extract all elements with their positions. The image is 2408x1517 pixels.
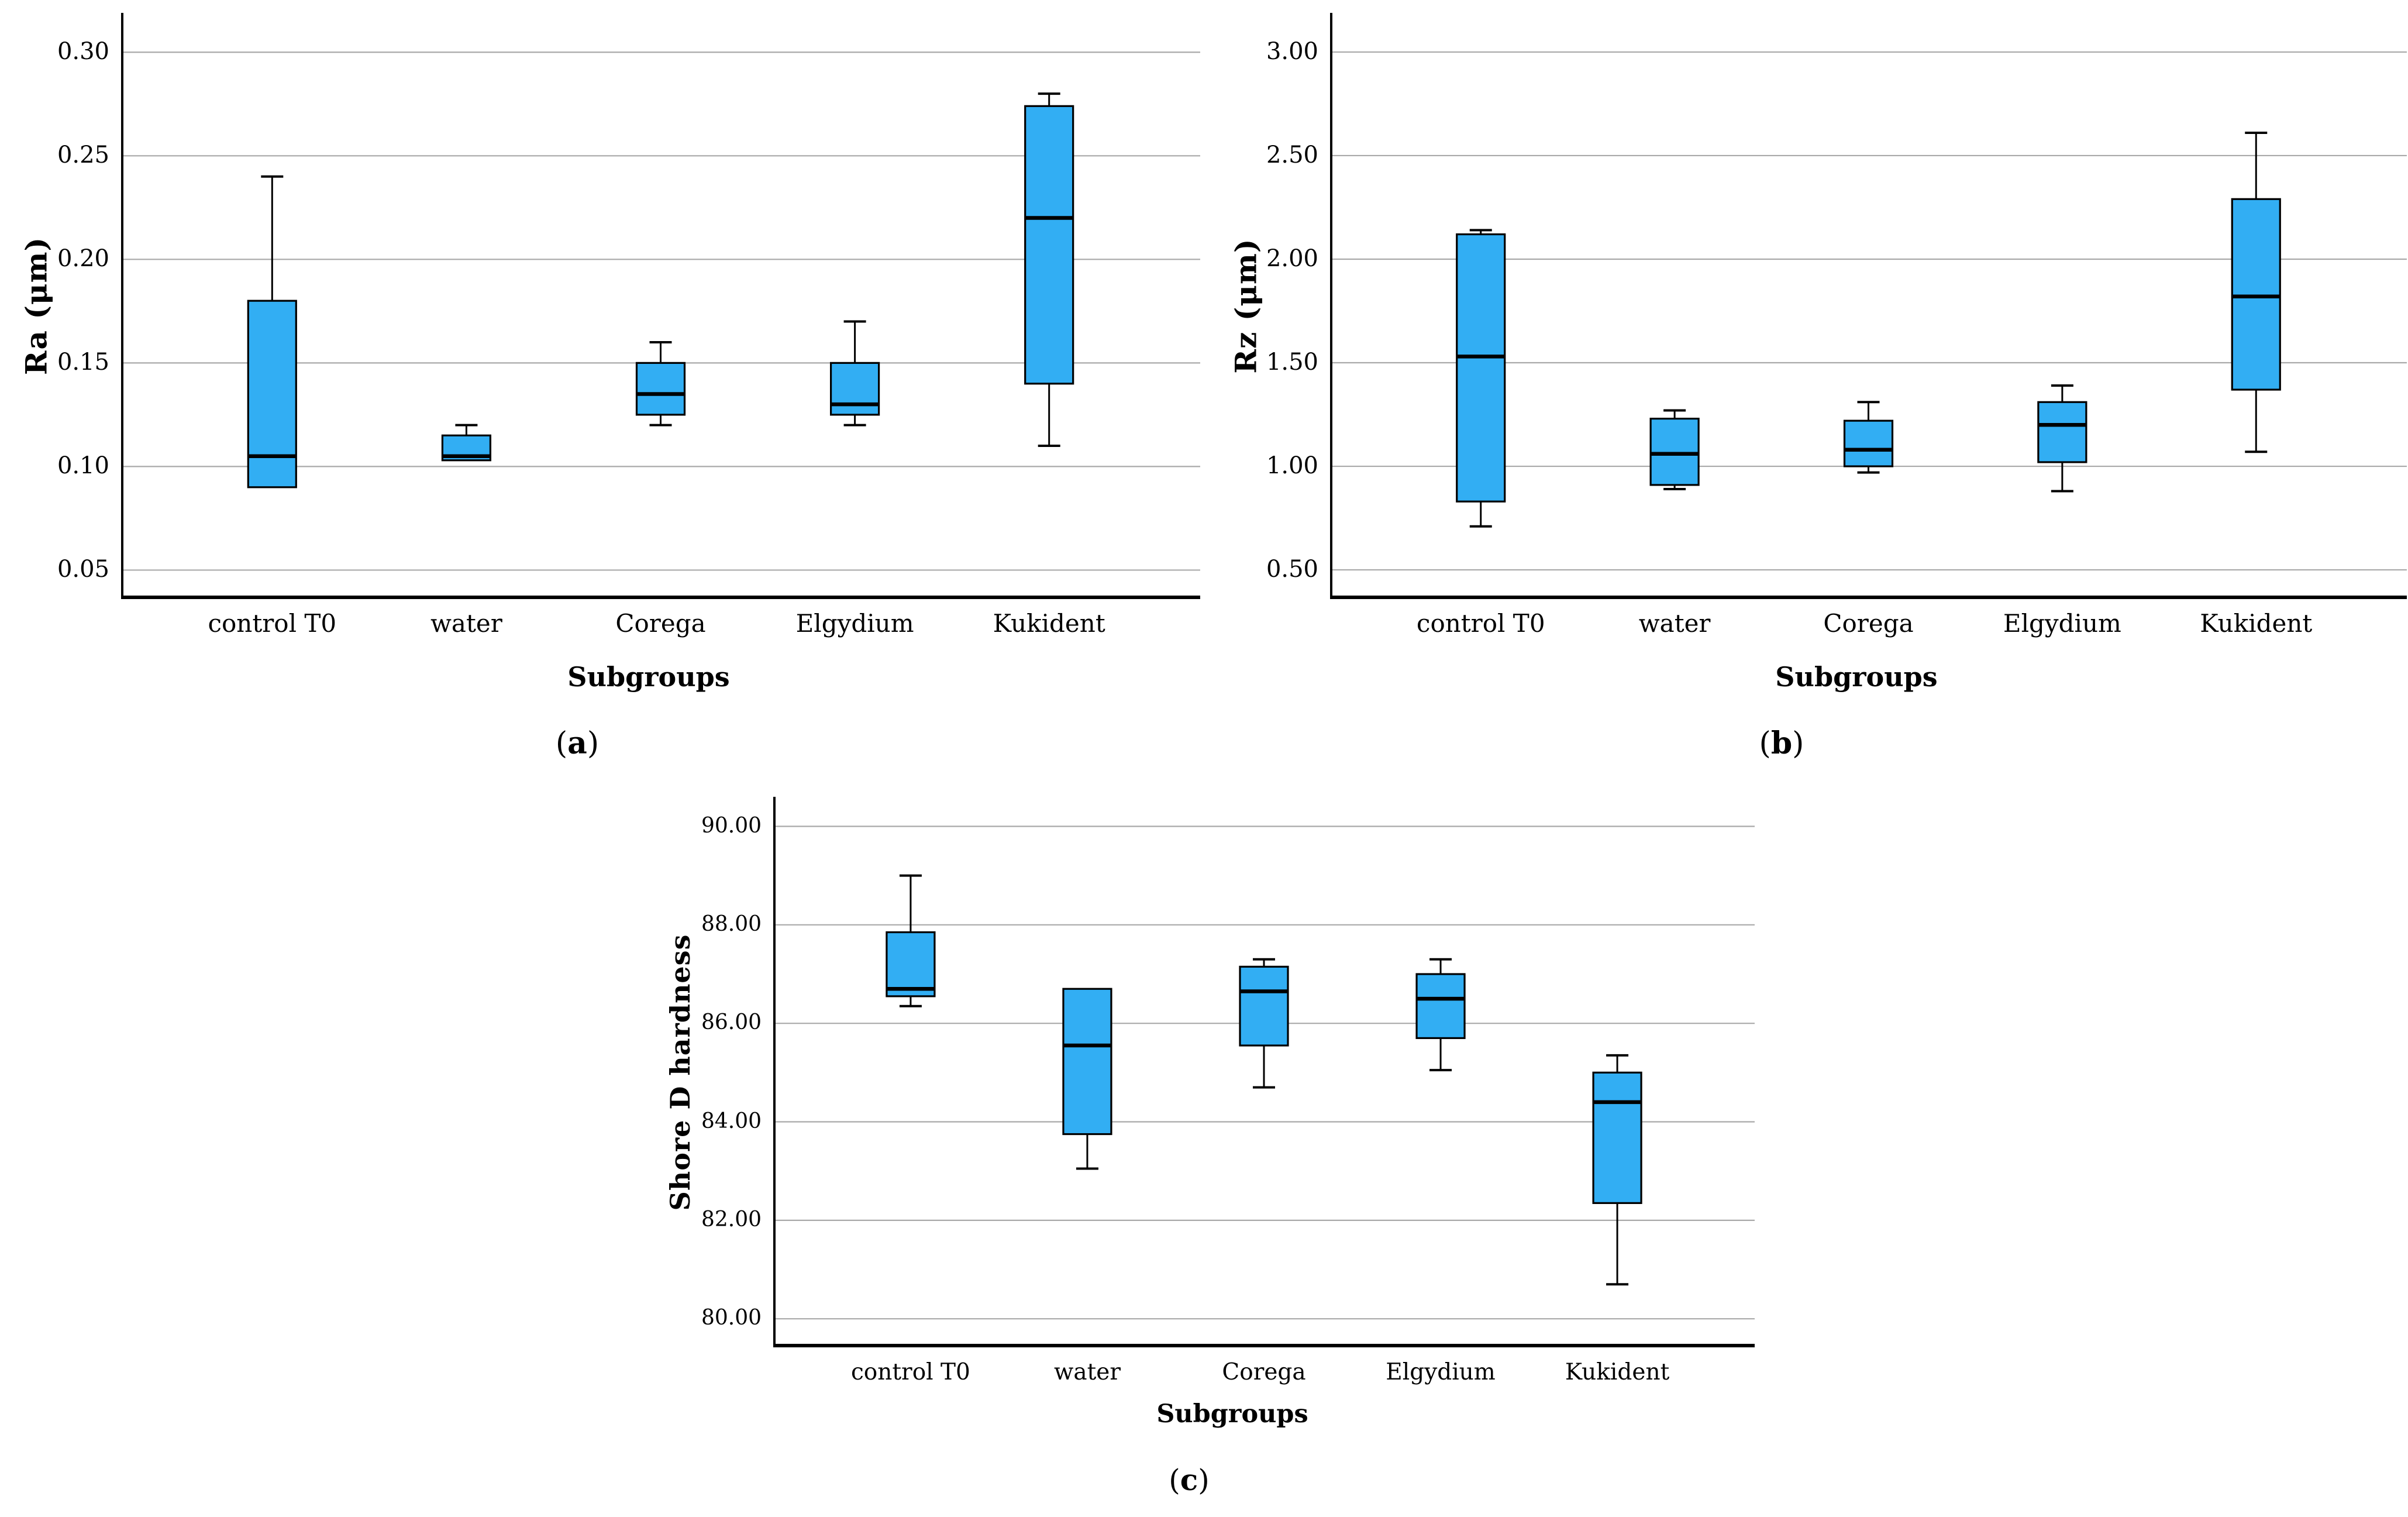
boxplot-canvas-a <box>121 13 1200 599</box>
x-tick-label: Corega <box>615 609 706 638</box>
panel-letter-c-open: ( <box>1169 1463 1180 1497</box>
panel-letter-c-char: c <box>1180 1463 1198 1497</box>
x-tick-label: water <box>1053 1359 1121 1385</box>
y-tick-label: 3.00 <box>1266 37 1318 65</box>
y-tick-label: 2.00 <box>1266 245 1318 272</box>
x-tick-label: Elgydium <box>795 609 914 638</box>
x-tick-label: Kukident <box>1565 1359 1670 1385</box>
y-tick-label: 88.00 <box>701 912 762 937</box>
y-tick-label: 80.00 <box>701 1306 762 1330</box>
y-tick-label: 0.25 <box>57 142 109 169</box>
x-tick-label: control T0 <box>1416 609 1545 638</box>
panel-letter-b-open: ( <box>1759 726 1771 761</box>
x-tick-label: control T0 <box>850 1359 970 1385</box>
y-tick-label: 0.05 <box>57 556 109 583</box>
panel-letter-b-close: ) <box>1792 726 1804 761</box>
x-axis-title-c: Subgroups <box>1156 1399 1308 1429</box>
x-axis-title-b: Subgroups <box>1775 661 1938 693</box>
y-tick-label: 0.20 <box>57 245 109 273</box>
x-tick-label: Corega <box>1823 609 1914 638</box>
panel-letter-c: (c) <box>1169 1463 1209 1497</box>
x-tick-label: Elgydium <box>2003 609 2121 638</box>
boxplot-canvas-b <box>1330 13 2407 599</box>
x-tick-label: water <box>430 609 502 638</box>
x-tick-label: Kukident <box>2200 609 2313 638</box>
panel-letter-a: (a) <box>556 725 599 761</box>
x-tick-label: Elgydium <box>1386 1359 1496 1385</box>
y-tick-label: 0.50 <box>1266 556 1318 583</box>
y-tick-label: 84.00 <box>701 1109 762 1133</box>
y-tick-label: 1.00 <box>1266 452 1318 480</box>
panel-letter-b-char: b <box>1770 725 1793 761</box>
panel-letter-a-close: ) <box>587 726 600 761</box>
y-tick-label: 0.30 <box>57 38 109 66</box>
y-axis-title-b: Rz (μm) <box>1228 238 1263 374</box>
y-tick-label: 82.00 <box>701 1208 762 1232</box>
y-tick-label: 1.50 <box>1266 349 1318 376</box>
y-tick-label: 86.00 <box>701 1010 762 1035</box>
panel-letter-a-open: ( <box>555 726 568 761</box>
x-axis-title-a: Subgroups <box>567 661 730 693</box>
y-axis-title-a: Ra (μm) <box>19 236 54 376</box>
panel-letter-a-char: a <box>567 725 587 761</box>
panel-letter-b: (b) <box>1759 725 1804 761</box>
x-tick-label: control T0 <box>208 609 337 638</box>
x-tick-label: Corega <box>1222 1359 1306 1385</box>
y-tick-label: 2.50 <box>1266 141 1318 168</box>
y-axis-title-c: Shore D hardness <box>664 934 696 1210</box>
y-tick-label: 90.00 <box>701 813 762 838</box>
panel-letter-c-close: ) <box>1198 1463 1210 1497</box>
x-tick-label: Kukident <box>993 609 1105 638</box>
boxplot-canvas-c <box>773 797 1755 1347</box>
y-tick-label: 0.10 <box>57 452 109 480</box>
y-tick-label: 0.15 <box>57 349 109 376</box>
x-tick-label: water <box>1638 609 1711 638</box>
